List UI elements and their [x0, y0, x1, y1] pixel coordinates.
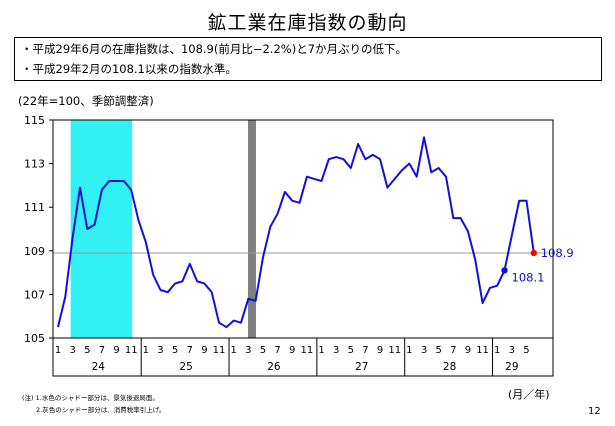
y-tick-label: 113 — [24, 158, 45, 171]
y-tick-label: 105 — [24, 332, 45, 345]
x-tick-label: 5 — [435, 345, 441, 356]
x-tick-label: 5 — [84, 345, 90, 356]
y-tick-label: 115 — [24, 114, 45, 127]
x-tick-label: 7 — [99, 345, 105, 356]
footnote-1: (注) 1.水色のシャドー部分は、景気後退局面。 — [22, 394, 159, 402]
y-tick-label: 107 — [24, 288, 45, 301]
data-point-marker — [530, 249, 537, 257]
x-tick-label: 7 — [362, 345, 368, 356]
x-tick-label: 1 — [406, 345, 412, 356]
x-tick-label: 1 — [318, 345, 324, 356]
x-tick-label: 11 — [301, 345, 314, 356]
x-tick-label: 11 — [125, 345, 138, 356]
x-tick-label: 3 — [421, 345, 427, 356]
x-tick-label: 1 — [494, 345, 500, 356]
x-tick-label: 11 — [213, 345, 226, 356]
x-tick-label: 9 — [113, 345, 119, 356]
y-tick-label: 109 — [24, 245, 45, 258]
footnote-2: 2.灰色のシャドー部分は、消費税率引上げ。 — [36, 406, 166, 414]
year-label: 26 — [267, 361, 281, 373]
recession-shading — [70, 120, 133, 338]
x-tick-label: 1 — [55, 345, 61, 356]
x-tick-label: 9 — [201, 345, 207, 356]
x-tick-label: 5 — [523, 345, 529, 356]
year-label: 25 — [179, 361, 192, 373]
x-tick-label: 11 — [388, 345, 401, 356]
page-title: 鉱工業在庫指数の動向 — [207, 12, 408, 34]
x-tick-label: 7 — [450, 345, 456, 356]
x-tick-label: 3 — [69, 345, 75, 356]
x-tick-label: 3 — [509, 345, 515, 356]
year-label: 24 — [92, 361, 106, 373]
x-tick-label: 9 — [377, 345, 383, 356]
data-point-marker — [501, 267, 508, 274]
note-line-1: ・平成29年6月の在庫指数は、108.9(前月比−2.2%)と7か月ぶりの低下。 — [21, 42, 408, 56]
x-tick-label: 3 — [333, 345, 339, 356]
year-label: 29 — [505, 361, 518, 373]
x-tick-label: 9 — [289, 345, 295, 356]
inventory-index-line — [57, 136, 535, 329]
x-tick-label: 5 — [260, 345, 266, 356]
x-tick-label: 5 — [348, 345, 354, 356]
page-number: 12 — [588, 406, 601, 417]
summary-notes-box: ・平成29年6月の在庫指数は、108.9(前月比−2.2%)と7か月ぶりの低下。… — [14, 37, 602, 81]
x-tick-label: 9 — [465, 345, 471, 356]
x-tick-label: 11 — [476, 345, 489, 356]
x-tick-label: 3 — [157, 345, 163, 356]
y-tick-label: 111 — [24, 201, 45, 214]
year-label: 28 — [443, 361, 456, 373]
x-axis-unit-label: (月／年) — [508, 388, 550, 401]
year-label: 27 — [355, 361, 368, 373]
x-axis-box — [52, 337, 554, 377]
x-tick-label: 3 — [245, 345, 251, 356]
x-tick-label: 1 — [230, 345, 236, 356]
note-line-2: ・平成29年2月の108.1以来の指数水準。 — [21, 62, 237, 76]
x-tick-label: 7 — [274, 345, 280, 356]
data-label: 108.9 — [541, 246, 574, 260]
data-label: 108.1 — [512, 270, 545, 284]
y-axis-unit-label: (22年=100、季節調整済) — [18, 94, 154, 108]
x-tick-label: 5 — [172, 345, 178, 356]
x-tick-label: 7 — [187, 345, 193, 356]
tax-hike-shading — [247, 120, 256, 338]
x-tick-label: 1 — [143, 345, 149, 356]
